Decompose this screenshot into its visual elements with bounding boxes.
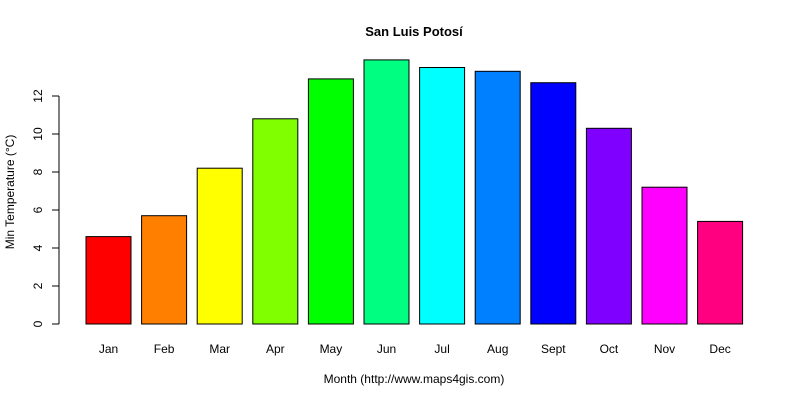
x-tick-oct: Oct [600, 342, 619, 356]
x-tick-mar: Mar [209, 342, 230, 356]
x-tick-jun: Jun [377, 342, 396, 356]
y-axis: 0 2 4 6 8 10 12 [31, 89, 60, 327]
x-axis-label: Month (http://www.maps4gis.com) [324, 372, 505, 386]
x-tick-feb: Feb [154, 342, 175, 356]
x-tick-dec: Dec [709, 342, 730, 356]
x-tick-jul: Jul [434, 342, 449, 356]
y-axis-label: Min Temperature (°C) [3, 135, 17, 250]
bar-jul [419, 67, 466, 325]
bar-may [307, 78, 354, 325]
bar-aug [474, 70, 521, 325]
x-tick-may: May [320, 342, 343, 356]
y-tick-10: 10 [31, 127, 45, 141]
bar-nov [641, 186, 688, 325]
bar-feb [141, 215, 188, 325]
y-tick-2: 2 [31, 282, 45, 289]
x-tick-aug: Aug [487, 342, 508, 356]
x-tick-jan: Jan [99, 342, 118, 356]
y-tick-6: 6 [31, 206, 45, 213]
x-tick-sept: Sept [541, 342, 566, 356]
bar-sept [530, 82, 577, 325]
bar-apr [252, 118, 299, 325]
bar-dec [697, 220, 744, 325]
bar-jun [363, 59, 410, 325]
chart-title: San Luis Potosí [365, 24, 463, 39]
bar-oct [585, 127, 632, 325]
bars-group [85, 59, 744, 325]
x-tick-nov: Nov [654, 342, 675, 356]
y-tick-8: 8 [31, 168, 45, 175]
x-tick-labels: Jan Feb Mar Apr May Jun Jul Aug Sept Oct Nov Dec [99, 342, 731, 356]
y-tick-0: 0 [31, 320, 45, 327]
y-tick-12: 12 [31, 89, 45, 103]
bar-jan [85, 236, 132, 325]
x-tick-apr: Apr [266, 342, 285, 356]
bar-mar [196, 167, 243, 325]
y-tick-4: 4 [31, 244, 45, 251]
